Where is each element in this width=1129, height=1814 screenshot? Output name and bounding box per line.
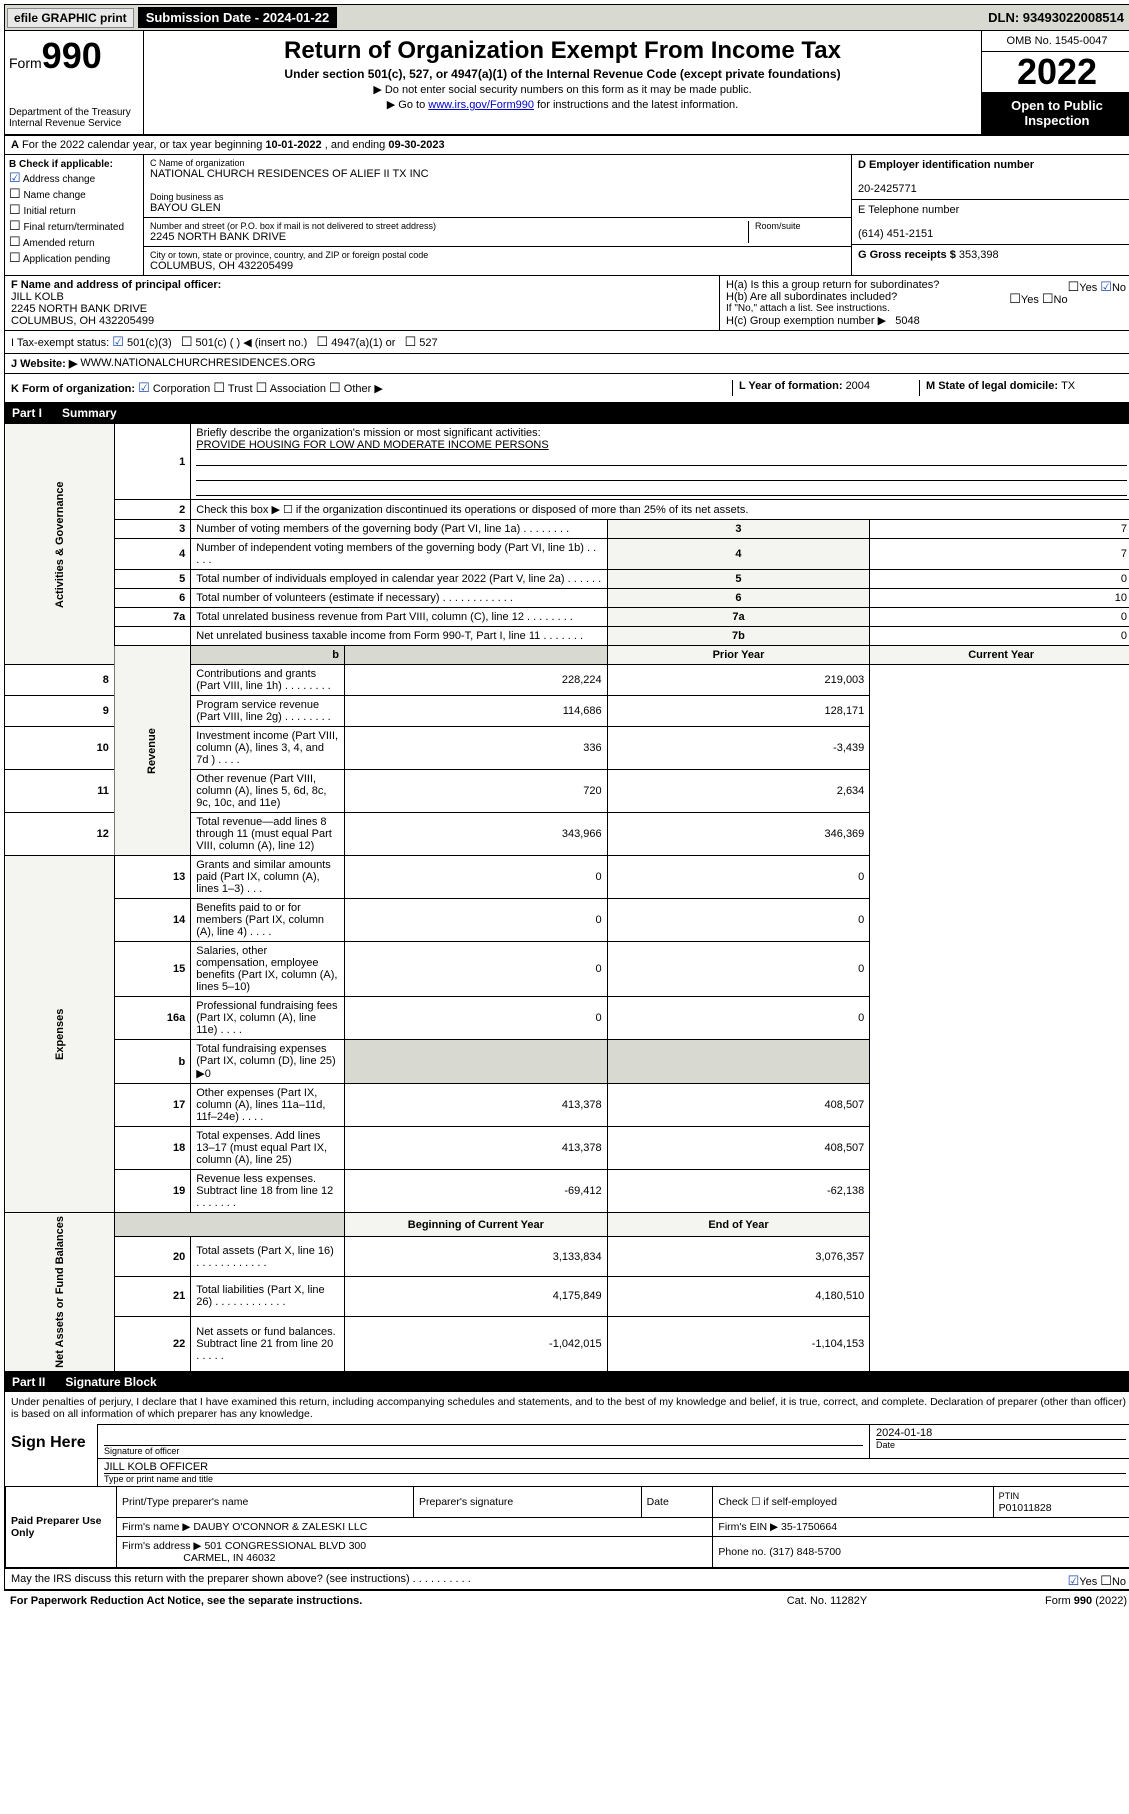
- submission-date: Submission Date - 2024-01-22: [138, 7, 338, 28]
- gross-label: G Gross receipts $: [858, 249, 959, 261]
- phone-label: E Telephone number: [858, 204, 959, 216]
- mission: PROVIDE HOUSING FOR LOW AND MODERATE INC…: [196, 439, 548, 451]
- signature-block: Under penalties of perjury, I declare th…: [4, 1392, 1129, 1590]
- dba-label: Doing business as: [150, 192, 845, 202]
- prep-h5: PTIN: [999, 1491, 1020, 1501]
- q1: Briefly describe the organization's miss…: [196, 427, 540, 439]
- preparer-table: Paid Preparer Use Only Print/Type prepar…: [5, 1486, 1129, 1568]
- sig-officer-label: Signature of officer: [104, 1445, 863, 1456]
- prep-label: Paid Preparer Use Only: [6, 1486, 117, 1567]
- ein-label: D Employer identification number: [858, 159, 1034, 171]
- sig-date-label: Date: [876, 1439, 1126, 1450]
- prep-h4: Check ☐ if self-employed: [713, 1486, 993, 1517]
- page-footer: For Paperwork Reduction Act Notice, see …: [4, 1590, 1129, 1611]
- dln: DLN: 93493022008514: [988, 10, 1129, 25]
- org-name: NATIONAL CHURCH RESIDENCES OF ALIEF II T…: [150, 168, 845, 180]
- entity-block: A For the 2022 calendar year, or tax yea…: [4, 135, 1129, 403]
- hb-row: H(b) Are all subordinates included? ☐Yes…: [726, 291, 1126, 303]
- sig-declaration: Under penalties of perjury, I declare th…: [5, 1392, 1129, 1424]
- check-initial-return[interactable]: ☐: [9, 202, 21, 217]
- check-app-pending[interactable]: ☐: [9, 250, 21, 265]
- sign-here-label: Sign Here: [5, 1424, 97, 1486]
- firm-addr1: 501 CONGRESSIONAL BLVD 300: [204, 1540, 366, 1552]
- officer-addr1: 2245 NORTH BANK DRIVE: [11, 303, 147, 315]
- row-m: M State of legal domicile: TX: [919, 380, 1126, 396]
- check-final-return[interactable]: ☐: [9, 218, 21, 233]
- street: 2245 NORTH BANK DRIVE: [150, 231, 748, 243]
- part1-header: Part I Summary: [4, 403, 1129, 423]
- q2: Check this box ▶ ☐ if the organization d…: [191, 500, 1129, 520]
- city-label: City or town, state or province, country…: [150, 250, 845, 260]
- name-label: C Name of organization: [150, 158, 845, 168]
- sig-name-label: Type or print name and title: [104, 1473, 1126, 1484]
- check-address-change[interactable]: ☑: [9, 170, 21, 185]
- omb-number: OMB No. 1545-0047: [982, 31, 1129, 52]
- hdr-b: b: [191, 646, 345, 665]
- firm-name: DAUBY O'CONNOR & ZALESKI LLC: [193, 1521, 367, 1533]
- ssn-note: ▶ Do not enter social security numbers o…: [152, 83, 973, 96]
- row-i: I Tax-exempt status: ☑ 501(c)(3) ☐ 501(c…: [11, 334, 1126, 350]
- vert-expenses: Expenses: [5, 856, 115, 1213]
- prep-h2: Preparer's signature: [414, 1486, 642, 1517]
- ptin: P01011828: [999, 1502, 1052, 1514]
- ein: 20-2425771: [858, 183, 917, 195]
- form-number: Form990: [9, 35, 139, 77]
- website-label: J Website: ▶: [11, 357, 77, 370]
- city: COLUMBUS, OH 432205499: [150, 260, 845, 272]
- gross-receipts: 353,398: [959, 249, 999, 261]
- row-l: L Year of formation: 2004: [732, 380, 919, 396]
- prep-h1: Print/Type preparer's name: [117, 1486, 414, 1517]
- street-label: Number and street (or P.O. box if mail i…: [150, 221, 748, 231]
- hdr-curr: Current Year: [870, 646, 1129, 665]
- room-label: Room/suite: [748, 221, 845, 243]
- form-ref: Form 990 (2022): [927, 1595, 1127, 1607]
- hdr-beg: Beginning of Current Year: [345, 1213, 608, 1237]
- dept-treasury: Department of the Treasury Internal Reve…: [9, 107, 139, 129]
- officer-addr2: COLUMBUS, OH 432205499: [11, 315, 154, 327]
- officer-label: F Name and address of principal officer:: [11, 279, 221, 291]
- row-a-tax-year: A For the 2022 calendar year, or tax yea…: [5, 136, 1129, 155]
- discuss-row: May the IRS discuss this return with the…: [5, 1568, 1129, 1589]
- check-amended[interactable]: ☐: [9, 234, 21, 249]
- col-b-checkboxes: B Check if applicable: ☑ Address change …: [5, 155, 144, 275]
- form-title: Return of Organization Exempt From Incom…: [152, 37, 973, 65]
- firm-phone: (317) 848-5700: [769, 1546, 841, 1558]
- sig-name-title: JILL KOLB OFFICER: [104, 1461, 1126, 1473]
- top-bar: efile GRAPHIC print Submission Date - 20…: [4, 4, 1129, 31]
- irs-link-note: ▶ Go to www.irs.gov/Form990 for instruct…: [152, 98, 973, 111]
- vert-netassets: Net Assets or Fund Balances: [5, 1213, 115, 1372]
- tax-year: 2022: [982, 52, 1129, 92]
- officer-name: JILL KOLB: [11, 291, 64, 303]
- sig-date: 2024-01-18: [876, 1427, 1126, 1439]
- prep-h3: Date: [641, 1486, 713, 1517]
- firm-addr2: CARMEL, IN 46032: [183, 1552, 275, 1564]
- part2-header: Part II Signature Block: [4, 1372, 1129, 1392]
- pra-notice: For Paperwork Reduction Act Notice, see …: [10, 1595, 727, 1607]
- firm-ein: 35-1750664: [781, 1521, 837, 1533]
- hc-row: H(c) Group exemption number ▶ 5048: [726, 314, 1126, 327]
- form-subtitle: Under section 501(c), 527, or 4947(a)(1)…: [152, 67, 973, 81]
- hdr-end: End of Year: [607, 1213, 870, 1237]
- dba: BAYOU GLEN: [150, 202, 845, 214]
- ha-row: H(a) Is this a group return for subordin…: [726, 279, 1126, 291]
- vert-revenue: Revenue: [114, 646, 190, 856]
- summary-table: Activities & Governance 1 Briefly descri…: [4, 423, 1129, 1372]
- open-public-badge: Open to Public Inspection: [982, 92, 1129, 134]
- form-header: Form990 Department of the Treasury Inter…: [4, 31, 1129, 135]
- efile-print-button[interactable]: efile GRAPHIC print: [7, 8, 134, 28]
- row-k: K Form of organization: ☑ Corporation ☐ …: [11, 380, 732, 396]
- check-name-change[interactable]: ☐: [9, 186, 21, 201]
- hdr-prior: Prior Year: [607, 646, 870, 665]
- cat-no: Cat. No. 11282Y: [727, 1595, 927, 1607]
- irs-link[interactable]: www.irs.gov/Form990: [428, 99, 534, 111]
- vert-activities: Activities & Governance: [5, 424, 115, 665]
- phone: (614) 451-2151: [858, 228, 933, 240]
- website: WWW.NATIONALCHURCHRESIDENCES.ORG: [80, 357, 315, 370]
